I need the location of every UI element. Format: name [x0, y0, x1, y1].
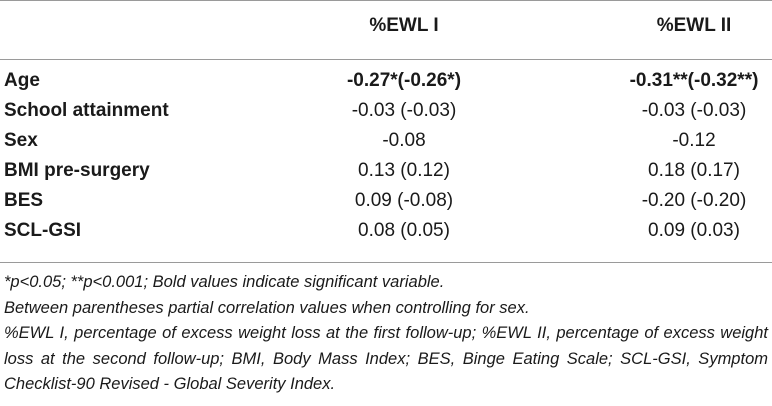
cell-ewl-1: 0.08 (0.05) — [358, 220, 450, 241]
cell-ewl-2: -0.31**(-0.32**) — [629, 70, 759, 91]
footnote-abbreviations: %EWL I, percentage of excess weight loss… — [4, 324, 768, 393]
row-label: Sex — [4, 130, 38, 151]
cell-ewl-1: -0.03 (-0.03) — [351, 100, 457, 121]
table-row: School attainment -0.03 (-0.03) -0.03 (-… — [0, 96, 772, 126]
cell-ewl-1: -0.27*(-0.26*) — [346, 70, 462, 91]
cell-ewl-2: 0.09 (0.03) — [648, 220, 740, 241]
cell-ewl-2: -0.12 — [672, 130, 716, 151]
column-header-ewl-1: %EWL I — [369, 15, 439, 36]
cell-ewl-2: -0.03 (-0.03) — [641, 100, 747, 121]
cell-ewl-1: -0.08 — [382, 130, 426, 151]
table-footnotes: *p<0.05; **p<0.001; Bold values indicate… — [4, 270, 768, 398]
table-top-rule — [0, 0, 772, 1]
table-row: Sex -0.08 -0.12 — [0, 126, 772, 156]
column-header-ewl-2: %EWL II — [656, 15, 732, 36]
table-bottom-rule — [0, 262, 772, 263]
row-label: Age — [4, 70, 40, 91]
cell-ewl-2: -0.20 (-0.20) — [641, 190, 747, 211]
table-row: BES 0.09 (-0.08) -0.20 (-0.20) — [0, 186, 772, 216]
table-header-rule — [0, 59, 772, 60]
row-label: BMI pre-surgery — [4, 160, 150, 181]
cell-ewl-2: 0.18 (0.17) — [648, 160, 740, 181]
table-header-row: %EWL I %EWL II — [0, 15, 772, 43]
cell-ewl-1: 0.09 (-0.08) — [354, 190, 454, 211]
table-row: SCL-GSI 0.08 (0.05) 0.09 (0.03) — [0, 216, 772, 246]
cell-ewl-1: 0.13 (0.12) — [358, 160, 450, 181]
row-label: SCL-GSI — [4, 220, 82, 241]
row-label: BES — [4, 190, 44, 211]
row-label: School attainment — [4, 100, 169, 121]
footnote-significance: *p<0.05; **p<0.001; Bold values indicate… — [4, 273, 445, 291]
table-row: Age -0.27*(-0.26*) -0.31**(-0.32**) — [0, 66, 772, 96]
table-row: BMI pre-surgery 0.13 (0.12) 0.18 (0.17) — [0, 156, 772, 186]
footnote-partial-correlation: Between parentheses partial correlation … — [4, 298, 530, 317]
